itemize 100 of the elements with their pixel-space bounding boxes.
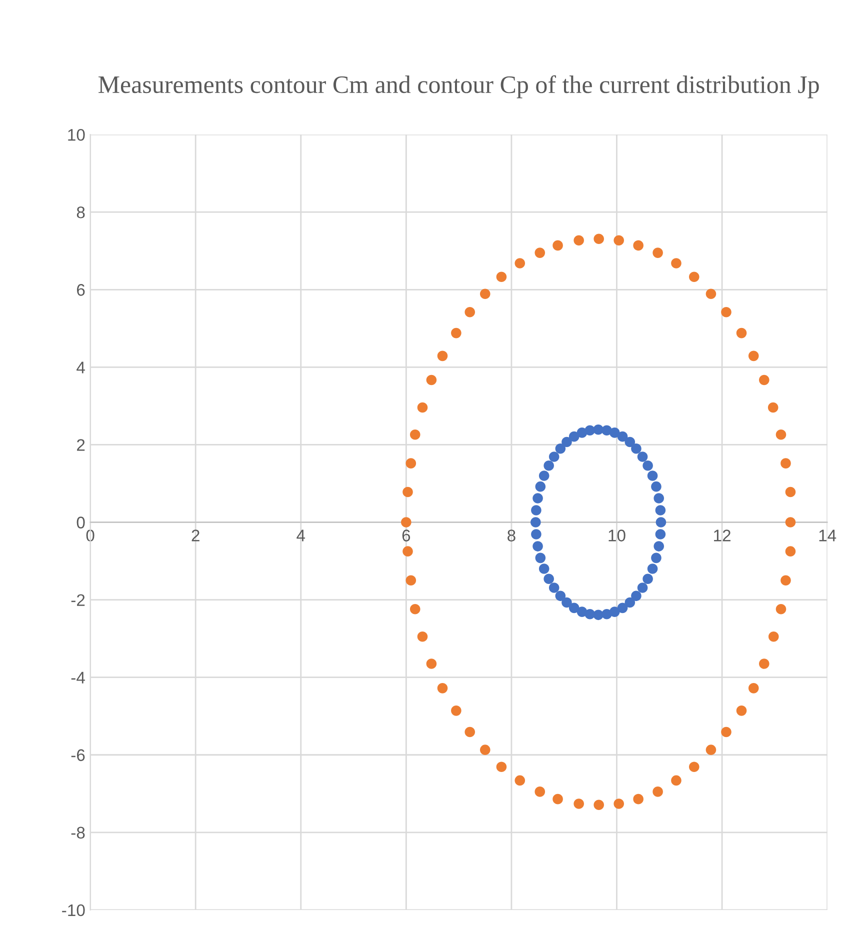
point bbox=[654, 493, 664, 504]
point bbox=[530, 517, 541, 528]
point bbox=[548, 582, 560, 593]
point bbox=[552, 794, 563, 804]
point bbox=[614, 798, 624, 809]
point bbox=[562, 436, 572, 448]
x-tick-label: 12 bbox=[714, 530, 730, 542]
point bbox=[562, 597, 572, 608]
point bbox=[406, 575, 416, 586]
point bbox=[652, 786, 663, 797]
point bbox=[656, 517, 666, 528]
point bbox=[624, 436, 636, 448]
point bbox=[637, 452, 648, 462]
point bbox=[584, 425, 596, 436]
point bbox=[706, 288, 716, 300]
point bbox=[624, 597, 636, 608]
point bbox=[534, 248, 546, 258]
point bbox=[633, 794, 644, 804]
point bbox=[535, 481, 546, 492]
point bbox=[655, 505, 666, 516]
point bbox=[532, 541, 543, 552]
point bbox=[776, 604, 786, 614]
point bbox=[688, 762, 700, 772]
point bbox=[555, 590, 566, 602]
point bbox=[480, 744, 490, 755]
x-tick-label: 4 bbox=[296, 530, 306, 542]
point bbox=[406, 458, 416, 468]
point bbox=[538, 470, 550, 481]
y-tick-label: -10 bbox=[62, 904, 85, 916]
chart-title: Measurements contour Cm and contour Cp of the current distribution Jp bbox=[98, 75, 819, 98]
point bbox=[464, 306, 476, 318]
point bbox=[758, 374, 770, 386]
point bbox=[617, 602, 628, 614]
point bbox=[647, 564, 658, 574]
point bbox=[555, 443, 566, 454]
point bbox=[776, 429, 786, 440]
point bbox=[535, 552, 546, 564]
point bbox=[647, 470, 658, 481]
point bbox=[721, 726, 732, 738]
point bbox=[655, 529, 666, 540]
y-tick-label: 4 bbox=[76, 362, 85, 374]
point bbox=[531, 505, 542, 516]
point bbox=[464, 726, 476, 738]
point bbox=[593, 610, 604, 620]
x-tick-label: 8 bbox=[508, 530, 516, 542]
point bbox=[736, 328, 747, 338]
point bbox=[651, 552, 662, 564]
point bbox=[688, 272, 700, 282]
point bbox=[652, 248, 663, 258]
point bbox=[531, 529, 542, 540]
point bbox=[532, 493, 543, 504]
point bbox=[617, 431, 628, 442]
point bbox=[614, 235, 624, 246]
point bbox=[671, 258, 682, 268]
point bbox=[633, 240, 644, 251]
x-tick-label: 0 bbox=[86, 530, 94, 542]
point bbox=[568, 602, 580, 614]
point bbox=[426, 374, 437, 386]
point bbox=[785, 486, 796, 498]
point bbox=[437, 683, 448, 694]
point bbox=[496, 272, 507, 282]
point bbox=[654, 541, 664, 552]
point bbox=[642, 574, 653, 584]
point bbox=[642, 460, 653, 471]
point bbox=[410, 604, 420, 614]
point bbox=[576, 606, 588, 617]
point bbox=[736, 706, 747, 716]
point bbox=[514, 775, 526, 786]
y-tick-label: 2 bbox=[77, 439, 85, 451]
point bbox=[544, 460, 554, 471]
x-tick-label: 2 bbox=[192, 530, 200, 542]
point bbox=[780, 575, 791, 586]
point bbox=[451, 706, 462, 716]
point bbox=[538, 564, 550, 574]
point bbox=[748, 350, 759, 362]
point bbox=[410, 429, 420, 440]
point bbox=[496, 762, 507, 772]
y-tick-label: 0 bbox=[76, 516, 85, 528]
point bbox=[785, 517, 796, 528]
point bbox=[402, 486, 413, 498]
point bbox=[758, 658, 770, 669]
point bbox=[568, 431, 580, 442]
point bbox=[401, 517, 412, 528]
y-tick-label: -6 bbox=[71, 749, 85, 762]
point bbox=[609, 428, 620, 438]
point bbox=[768, 631, 779, 642]
point bbox=[544, 574, 554, 584]
y-tick-label: -2 bbox=[71, 594, 85, 606]
point bbox=[671, 775, 682, 786]
point bbox=[637, 582, 648, 593]
point bbox=[402, 546, 413, 556]
point bbox=[417, 402, 428, 413]
point bbox=[480, 288, 490, 300]
point bbox=[534, 786, 546, 797]
x-tick-label: 10 bbox=[608, 530, 626, 542]
point bbox=[748, 683, 759, 694]
point bbox=[514, 258, 526, 268]
point bbox=[437, 350, 448, 362]
point bbox=[780, 458, 791, 468]
point bbox=[594, 800, 604, 810]
